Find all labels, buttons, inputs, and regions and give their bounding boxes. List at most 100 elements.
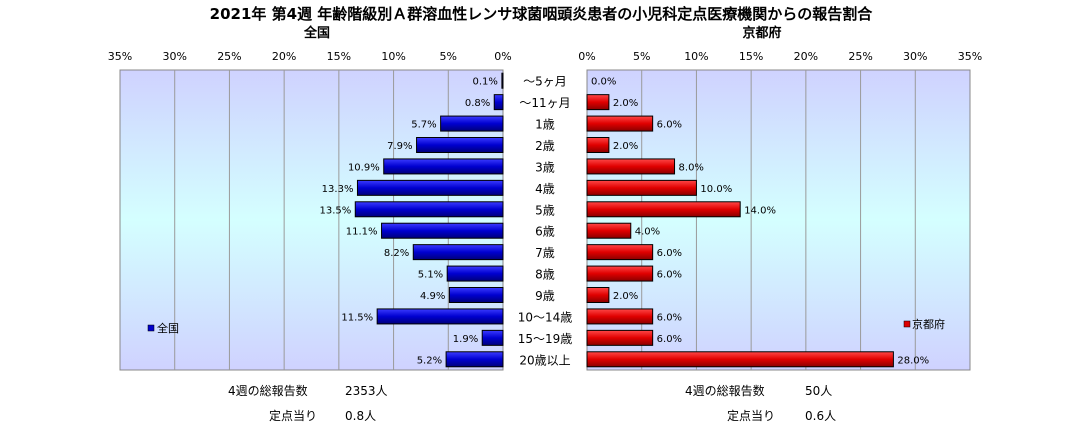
left-data-label: 13.3% <box>322 184 354 195</box>
left-bar <box>493 94 504 111</box>
left-bar <box>501 72 504 89</box>
right-total-label: 4週の総報告数 <box>685 383 765 398</box>
left-data-label: 0.8% <box>465 98 490 109</box>
right-data-label: 8.0% <box>679 162 704 173</box>
left-data-label: 7.9% <box>387 141 412 152</box>
category-label: 1歳 <box>535 118 555 132</box>
chart-title: 2021年 第4週 年齢階級別Ａ群溶血性レンサ球菌咽頭炎患者の小児科定点医療機関… <box>210 5 874 23</box>
category-label: ～5ヶ月 <box>523 75 567 89</box>
right-bar <box>586 179 697 196</box>
right-tick-label: 15% <box>739 50 763 63</box>
category-label: ～11ヶ月 <box>519 96 570 110</box>
left-data-label: 5.1% <box>418 270 443 281</box>
left-panel-title: 全国 <box>303 25 330 41</box>
left-data-label: 11.1% <box>346 227 378 238</box>
right-total-value: 50人 <box>805 384 832 398</box>
left-total-label: 4週の総報告数 <box>228 383 308 398</box>
left-data-label: 10.9% <box>348 162 380 173</box>
right-bar <box>586 351 894 368</box>
left-bar <box>381 222 504 239</box>
right-per-value: 0.6人 <box>805 409 836 423</box>
left-tick-label: 5% <box>440 50 457 63</box>
left-bar <box>446 265 504 282</box>
left-bar <box>356 179 504 196</box>
right-bars: 0.0% 2.0% 6.0% 2.0% 8.0% 10.0% 14.0% 4.0% 6.0% 6.… <box>586 77 929 368</box>
left-data-label: 13.5% <box>319 205 351 216</box>
category-label: 5歳 <box>535 203 555 217</box>
right-tick-label: 5% <box>633 50 650 63</box>
right-data-label: 14.0% <box>744 205 776 216</box>
right-data-label: 6.0% <box>657 120 682 131</box>
right-bar <box>586 329 654 346</box>
left-bar <box>448 287 504 303</box>
right-bar <box>586 201 741 218</box>
category-label: 9歳 <box>535 289 555 303</box>
left-axis-ticks: 0% 5% 10% 15% 20% 25% 30% 35% <box>108 50 512 63</box>
right-data-label: 6.0% <box>657 312 682 323</box>
right-bar <box>586 265 654 282</box>
left-data-label: 4.9% <box>420 291 445 302</box>
left-data-label: 0.1% <box>472 77 497 88</box>
right-data-label: 4.0% <box>635 227 660 238</box>
right-bar <box>586 222 632 239</box>
category-label: 8歳 <box>535 268 555 282</box>
category-labels: ～5ヶ月 ～11ヶ月 1歳 2歳 3歳 4歳 5歳 6歳 7歳 8歳 9歳 10～14歳 15～19歳 2… <box>518 75 573 368</box>
right-legend: 京都府 <box>903 317 945 331</box>
left-tick-label: 35% <box>108 50 132 63</box>
right-per-label: 定点当り <box>727 408 775 423</box>
right-bar <box>586 115 654 132</box>
right-axis-ticks: 0% 5% 10% 15% 20% 25% 30% 35% <box>578 50 982 63</box>
left-data-label: 5.7% <box>411 120 436 131</box>
right-bar <box>586 158 676 175</box>
right-data-label: 6.0% <box>657 270 682 281</box>
left-per-label: 定点当り <box>269 408 317 423</box>
category-label: 2歳 <box>535 139 555 153</box>
left-data-label: 1.9% <box>453 334 478 345</box>
right-data-label: 28.0% <box>897 355 929 366</box>
left-bar <box>412 244 504 261</box>
left-tick-label: 30% <box>162 50 186 63</box>
right-legend-swatch <box>903 320 911 328</box>
right-tick-label: 30% <box>903 50 927 63</box>
right-bar <box>586 287 610 303</box>
left-tick-label: 15% <box>327 50 351 63</box>
left-bar <box>445 351 504 368</box>
category-label: 4歳 <box>535 182 555 196</box>
category-label: 6歳 <box>535 225 555 239</box>
left-bar <box>354 201 504 218</box>
left-legend-swatch <box>147 324 155 332</box>
left-legend: 全国 <box>147 321 179 335</box>
right-tick-label: 20% <box>794 50 818 63</box>
right-panel-title: 京都府 <box>742 25 781 41</box>
right-data-label: 2.0% <box>613 291 638 302</box>
left-per-value: 0.8人 <box>345 409 376 423</box>
left-bar <box>440 115 504 132</box>
category-label: 3歳 <box>535 160 555 174</box>
left-bar <box>376 308 504 325</box>
right-data-label: 2.0% <box>613 98 638 109</box>
right-bar <box>586 94 610 111</box>
left-bar <box>481 329 504 346</box>
category-label: 20歳以上 <box>519 353 570 367</box>
left-total-value: 2353人 <box>345 384 388 398</box>
left-tick-label: 0% <box>494 50 511 63</box>
right-data-label: 2.0% <box>613 141 638 152</box>
right-tick-label: 25% <box>848 50 872 63</box>
right-data-label: 10.0% <box>700 184 732 195</box>
left-legend-label: 全国 <box>157 321 179 335</box>
right-legend-label: 京都府 <box>912 317 945 331</box>
category-label: 15～19歳 <box>518 332 573 346</box>
left-tick-label: 10% <box>381 50 405 63</box>
category-label: 10～14歳 <box>518 310 573 324</box>
right-tick-label: 35% <box>958 50 982 63</box>
right-data-label: 0.0% <box>591 77 616 88</box>
left-bar <box>383 158 504 175</box>
right-data-label: 6.0% <box>657 248 682 259</box>
right-bar <box>586 137 610 153</box>
left-data-label: 8.2% <box>384 248 409 259</box>
right-bar <box>586 308 654 325</box>
left-bar <box>416 137 504 153</box>
left-tick-label: 25% <box>217 50 241 63</box>
